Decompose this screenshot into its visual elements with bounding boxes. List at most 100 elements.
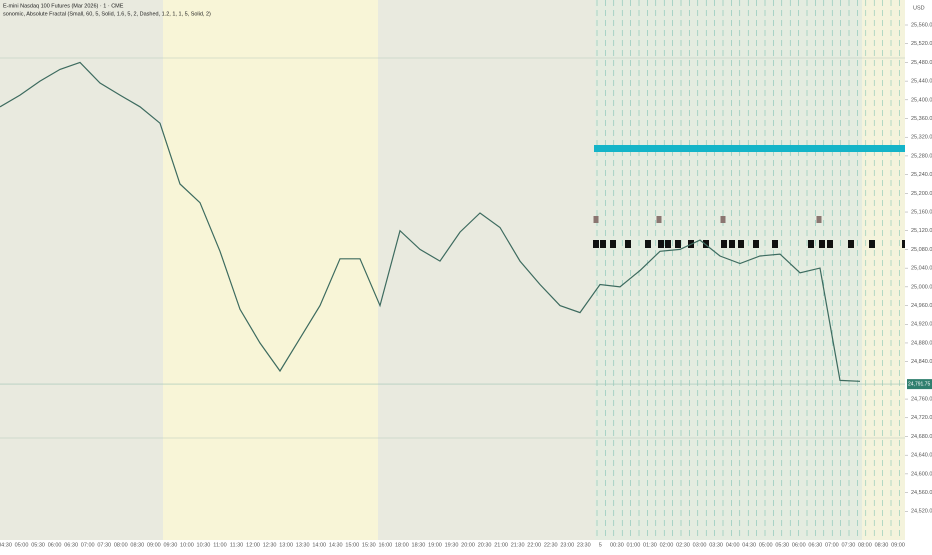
x-tick-label: 14:30 [329,542,343,548]
x-tick-label: 11:00 [213,542,226,548]
fractal-low [819,240,825,248]
fractal-low [600,240,606,248]
y-tick-label: 25,080.00 [911,247,932,253]
y-tick-label: 25,200.00 [911,191,932,197]
x-tick-label: 09:00 [891,542,905,548]
session-bg [862,0,905,540]
x-tick-label: 13:00 [279,542,293,548]
fractal-low [729,240,735,248]
fractal-low [721,240,727,248]
fractal-low [675,240,681,248]
fractal-low [772,240,778,248]
x-tick-label: 07:00 [81,542,95,548]
x-tick-label: 12:00 [246,542,260,548]
price-axis [905,0,932,550]
y-tick-label: 25,280.00 [911,153,932,159]
x-tick-label: 09:00 [147,542,161,548]
fractal-low [658,240,664,248]
fractal-high [720,216,726,223]
session-bg [163,0,378,540]
price-line [0,61,861,382]
x-tick-label: 12:30 [263,542,277,548]
x-tick-label: 05:00 [759,542,773,548]
fractal-low [645,240,651,248]
chart-title: E-mini Nasdaq 100 Futures (Mar 2026) · 1… [3,3,124,9]
x-tick-label: 13:30 [296,542,310,548]
indicator-band [594,145,905,152]
x-tick-label: 20:30 [478,542,492,548]
fractal-high [816,216,822,223]
x-tick-label: 08:00 [858,542,872,548]
fractal-low [610,240,616,248]
x-tick-label: 06:00 [792,542,806,548]
x-tick-label: 15:00 [345,542,359,548]
last-price-label: 24,791.75 [908,381,930,387]
x-tick-label: 05:00 [15,542,29,548]
y-axis-label: USD [913,5,925,11]
y-tick-label: 24,680.00 [911,434,932,440]
fractal-low [827,240,833,248]
x-tick-label: 01:00 [627,542,641,548]
y-tick-label: 24,520.00 [911,509,932,515]
x-tick-label: 03:00 [693,542,707,548]
y-tick-label: 25,120.00 [911,228,932,234]
x-tick-label: 02:00 [660,542,674,548]
y-tick-label: 24,600.00 [911,471,932,477]
y-tick-label: 24,720.00 [911,415,932,421]
y-tick-label: 25,480.00 [911,60,932,66]
fractal-low [848,240,854,248]
y-tick-label: 25,240.00 [911,172,932,178]
x-tick-label: 23:00 [560,542,574,548]
x-tick-label: 5 [599,542,602,548]
fractal-markers [593,216,908,248]
x-tick-label: 21:30 [511,542,525,548]
x-tick-label: 18:00 [395,542,409,548]
y-tick-label: 25,400.00 [911,97,932,103]
x-tick-label: 14:00 [312,542,326,548]
fractal-low [808,240,814,248]
x-tick-label: 19:30 [445,542,459,548]
x-tick-label: 04:30 [0,542,12,548]
y-tick-label: 24,960.00 [911,303,932,309]
y-tick-label: 24,760.00 [911,397,932,403]
x-tick-label: 09:30 [163,542,177,548]
x-tick-label: 19:00 [428,542,442,548]
y-tick-label: 25,320.00 [911,135,932,141]
x-tick-label: 10:30 [197,542,211,548]
x-tick-label: 22:00 [527,542,541,548]
y-tick-label: 24,640.00 [911,453,932,459]
fractal-low [665,240,671,248]
x-tick-label: 07:30 [97,542,111,548]
x-tick-label: 05:30 [775,542,789,548]
x-tick-label: 06:30 [64,542,78,548]
session-bg [0,0,163,540]
y-tick-label: 25,040.00 [911,266,932,272]
y-tick-label: 25,520.00 [911,41,932,47]
x-tick-label: 04:30 [742,542,756,548]
y-tick-label: 24,920.00 [911,322,932,328]
fractal-lines [596,0,900,540]
fractal-low [869,240,875,248]
y-tick-label: 25,440.00 [911,79,932,85]
y-tick-label: 25,360.00 [911,116,932,122]
last-price-box [907,379,932,390]
x-tick-label: 22:30 [544,542,558,548]
x-tick-label: 06:30 [808,542,822,548]
y-tick-label: 25,000.00 [911,284,932,290]
x-tick-label: 15:30 [362,542,376,548]
y-tick-label: 24,840.00 [911,359,932,365]
fractal-high [656,216,662,223]
x-tick-label: 10:00 [180,542,194,548]
y-tick-label: 24,560.00 [911,490,932,496]
x-tick-label: 16:00 [378,542,392,548]
x-tick-label: 04:00 [726,542,740,548]
fractal-low [703,240,709,248]
x-tick-label: 03:30 [709,542,723,548]
x-tick-label: 07:00 [825,542,839,548]
x-tick-label: 00:30 [610,542,624,548]
y-tick-label: 25,160.00 [911,209,932,215]
y-tick-label: 24,880.00 [911,340,932,346]
x-tick-label: 21:00 [494,542,508,548]
fractal-low [625,240,631,248]
